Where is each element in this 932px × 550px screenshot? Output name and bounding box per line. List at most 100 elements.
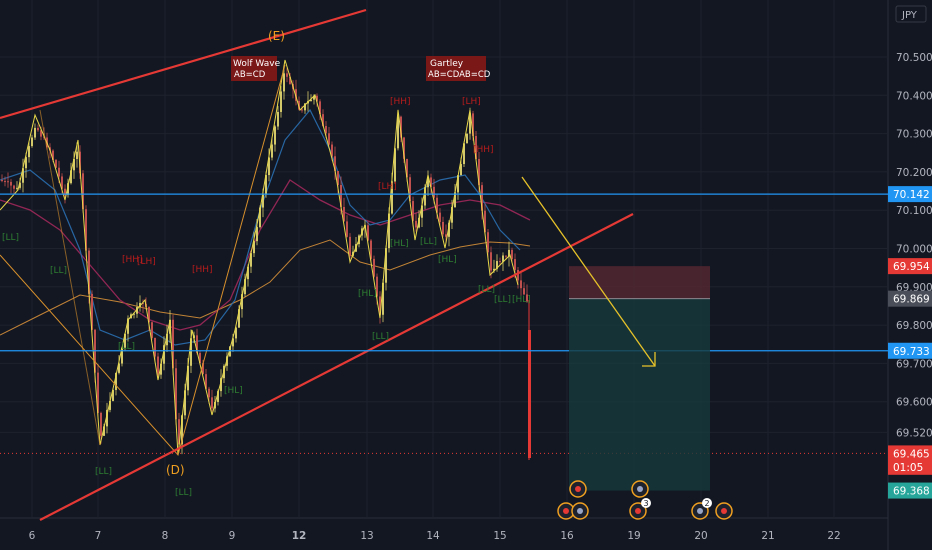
candle-body (379, 296, 381, 315)
swing-label-low: [LL] (420, 237, 437, 247)
candle-body (528, 330, 531, 458)
candle-body (28, 146, 30, 158)
candle-body (520, 280, 522, 289)
candle-body (502, 255, 504, 262)
event-count-badge (641, 498, 651, 508)
candle-body (196, 335, 198, 353)
candle-body (121, 347, 123, 364)
candle-body (493, 268, 495, 271)
candle-body (1, 180, 3, 182)
candle-body (388, 213, 390, 249)
candle-body (250, 253, 252, 267)
candle-body (331, 144, 333, 157)
candle-body (319, 101, 321, 115)
swing-label-low: [LL] (175, 488, 192, 498)
x-tick-label: 7 (95, 530, 102, 542)
price-badge-label: 70.142 (893, 189, 930, 201)
candle-body (259, 207, 261, 228)
candle-body (457, 175, 459, 193)
candle-body (70, 170, 72, 184)
candle-body (397, 116, 399, 149)
candle-body (286, 73, 288, 77)
price-badge-label: 69.869 (893, 294, 930, 306)
candle-body (322, 114, 324, 126)
candle-body (91, 293, 93, 330)
candle-body (475, 135, 477, 160)
stop-zone[interactable] (569, 266, 710, 299)
point-d-label: (D) (166, 463, 185, 477)
candle-body (391, 181, 393, 214)
candle-body (16, 187, 18, 189)
candle-body (178, 419, 180, 445)
candle-body (184, 390, 186, 416)
candle-body (37, 127, 39, 131)
price-badge (888, 342, 932, 359)
y-tick-label: 70.300 (896, 129, 932, 141)
candle-body (103, 426, 105, 436)
y-tick-label: 70.200 (896, 167, 932, 179)
candle-body (208, 388, 210, 398)
candle-body (406, 158, 408, 178)
candle-body (274, 126, 276, 145)
y-tick-label: 69.700 (896, 358, 932, 370)
swing-label-low: [HL] (512, 295, 531, 305)
short-position-tool[interactable] (569, 266, 710, 491)
candle-body (253, 241, 255, 254)
currency-tag[interactable]: JPY (895, 5, 927, 23)
price-badges: 70.142 69.954 69.869 69.733 69.465 01:05 69.36… (888, 186, 932, 499)
swing-label-low: [HL] (438, 255, 457, 265)
candle-body (142, 302, 144, 304)
projection-arrow (521, 176, 656, 367)
x-tick-label: 15 (493, 530, 506, 542)
x-tick-label: 22 (827, 530, 840, 542)
candle-body (217, 391, 219, 403)
wolfwave-label-box (231, 56, 277, 81)
price-badge (888, 482, 932, 499)
candle-body (151, 322, 153, 338)
candle-body (160, 363, 162, 375)
candle-body (238, 309, 240, 328)
candle-body (448, 222, 450, 237)
candle-body (469, 113, 471, 134)
time-axis[interactable]: 6 7 8 9 12 13 14 15 16 19 20 21 22 (29, 530, 841, 542)
horizontal-levels[interactable] (0, 193, 888, 352)
event-dot-icon (721, 508, 727, 514)
ma-orange (0, 239, 531, 336)
wolfwave-line (0, 64, 286, 457)
swing-label-low: [LL] (50, 266, 67, 276)
candle-body (325, 125, 327, 134)
y-tick-label: 69.600 (896, 397, 932, 409)
swing-label-low: [LL] (2, 233, 19, 243)
candle-body (454, 192, 456, 208)
x-tick-label: 16 (560, 530, 574, 542)
price-badge-label: 69.954 (893, 261, 930, 273)
candle-body (82, 173, 84, 210)
swing-labels: [LL][LL][LL][LL][HL][LL][HL][LL][HL] [LL]… (2, 97, 531, 498)
candle-body (376, 276, 378, 297)
candle-body (268, 157, 270, 176)
x-tick-label: 20 (694, 530, 707, 542)
candle-body (157, 356, 159, 375)
swing-label-high: [LH] (462, 97, 481, 107)
y-tick-label: 69.520 (896, 427, 932, 439)
candle-body (22, 168, 24, 183)
candle-body (163, 345, 165, 364)
price-axis[interactable]: 70.500 70.400 70.300 70.200 70.100 70.000 69.9… (896, 52, 932, 439)
candle-body (517, 269, 519, 281)
candle-body (40, 130, 42, 137)
candle-body (508, 249, 510, 257)
price-badge-label: 69.465 (893, 448, 930, 460)
event-count-label: 3 (643, 499, 648, 508)
candle-body (343, 206, 345, 222)
swing-label-low: [HL] (390, 239, 409, 249)
x-tick-label: 6 (29, 530, 36, 542)
gartley-label-box (426, 56, 486, 81)
target-zone[interactable] (569, 298, 710, 491)
candle-body (109, 400, 111, 410)
candle-body (328, 133, 330, 145)
swing-label-high: [LH] (378, 182, 397, 192)
candle-body (148, 307, 150, 323)
candle-body (235, 327, 237, 339)
